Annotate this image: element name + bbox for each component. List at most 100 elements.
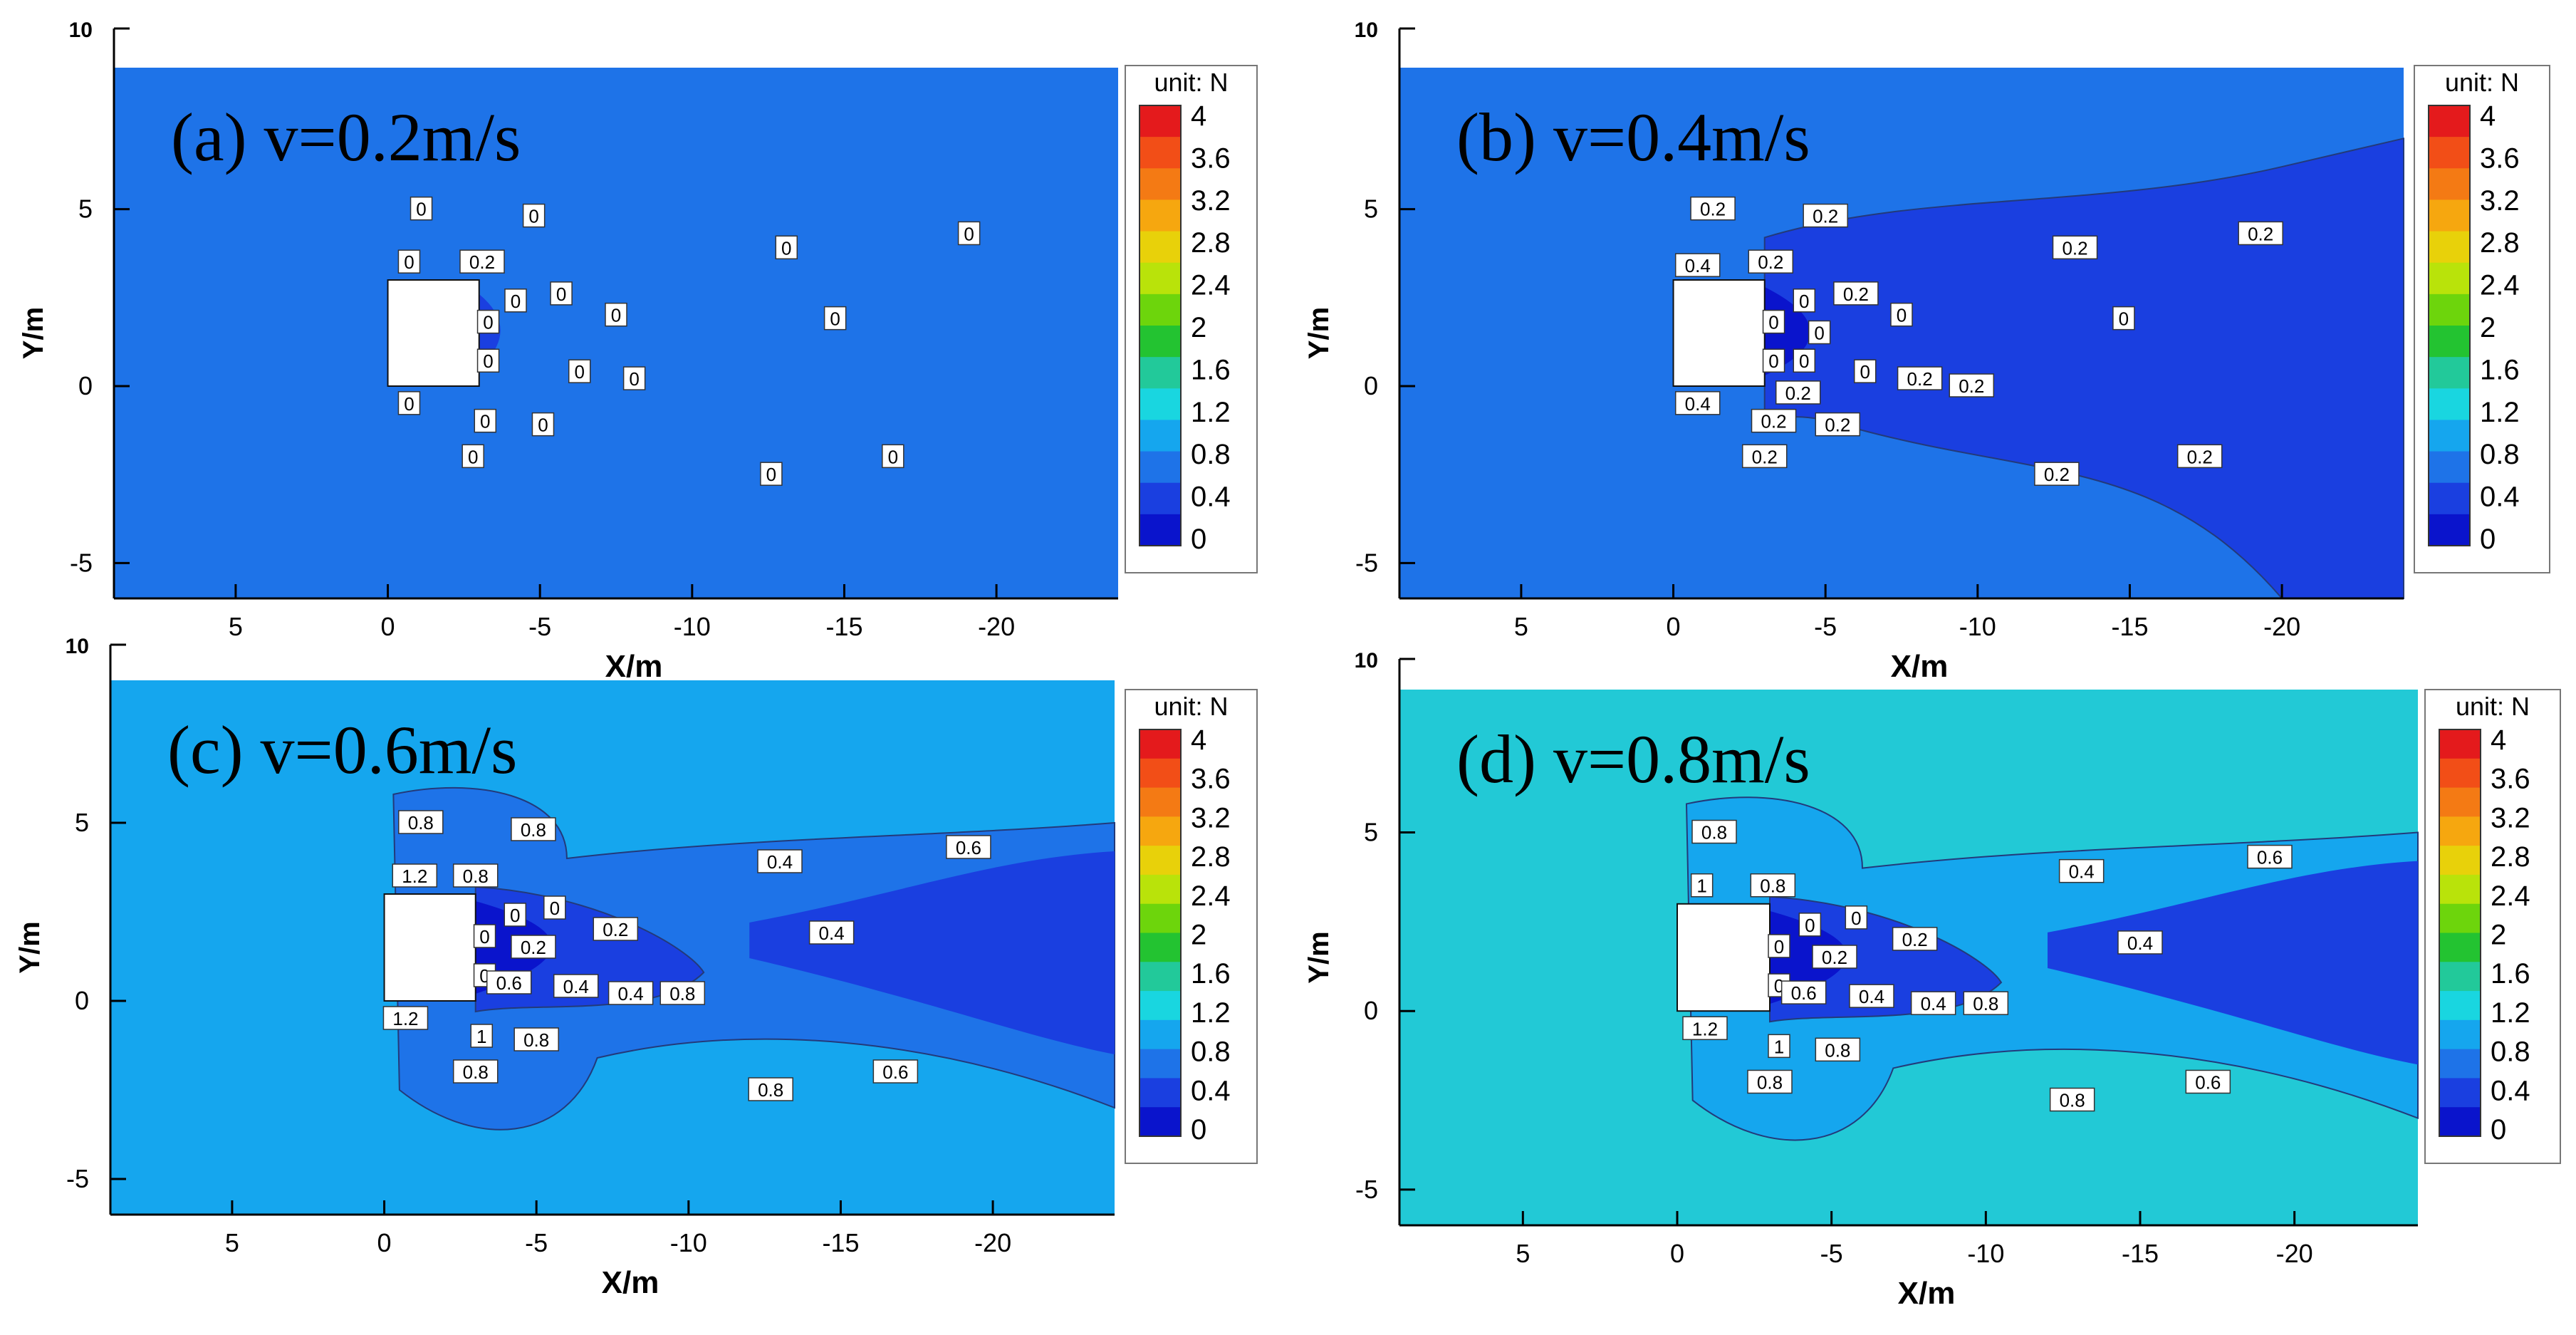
colorbar-tick-label: 4 <box>2491 724 2506 756</box>
colorbar-tick-label: 0 <box>1191 1114 1206 1146</box>
colorbar-swatch <box>1140 962 1181 992</box>
contour-label: 0 <box>888 446 898 467</box>
colorbar-swatch <box>2439 1107 2481 1137</box>
colorbar: unit: N 4 3.6 3.2 2.8 2.4 2 1.6 1.2 0.8 0.4 0 <box>1125 65 1258 573</box>
colorbar: unit: N 4 3.6 3.2 2.8 2.4 2 1.6 1.2 0.8 0.4 0 <box>2424 689 2561 1164</box>
colorbar-tick-label: 2.4 <box>1191 270 1231 301</box>
colorbar-outline <box>2439 729 2481 1137</box>
contour-label-box <box>459 249 505 274</box>
contour-label: 0 <box>556 284 566 305</box>
contour-label: 1.2 <box>392 1008 418 1029</box>
colorbar-swatch <box>1140 231 1181 264</box>
contour-label-box <box>2117 930 2163 955</box>
x-axis-label: X/m <box>605 649 663 684</box>
y-tick-label: -5 <box>70 548 93 577</box>
panel-d: 0.80.40.61 0.80 00.2 0.400.20 0.6 0.4 0.4 0.81.… <box>1303 649 2561 1311</box>
contour-label: 0.4 <box>618 983 644 1004</box>
colorbar-tick-label: 3.2 <box>2491 802 2530 833</box>
colorbar-swatch <box>1140 758 1181 789</box>
colorbar-tick-label: 2.4 <box>1191 881 1231 912</box>
y-tick-label: -5 <box>66 1164 89 1193</box>
contour-label-box <box>1682 1016 1728 1041</box>
contour-label-box <box>2238 221 2283 246</box>
contour-label: 0 <box>538 415 548 436</box>
x-axis-label: X/m <box>1891 649 1949 684</box>
wake-core <box>1769 895 2003 1023</box>
contour-label-box <box>2049 1087 2095 1112</box>
colorbar-swatch <box>2429 168 2470 200</box>
colorbar-swatch <box>1140 991 1181 1021</box>
contour-label: 0.2 <box>2044 464 2070 485</box>
contour-label: 0.8 <box>463 866 489 887</box>
contour-label: 0.8 <box>408 812 434 833</box>
contour-label-box <box>511 935 556 959</box>
colorbar-tick-label: 2.8 <box>1191 841 1231 873</box>
contour-label: 0.6 <box>1791 982 1817 1004</box>
colorbar-swatch <box>1140 933 1181 962</box>
colorbar-swatch <box>2439 962 2481 992</box>
colorbar-tick-label: 4 <box>1191 100 1206 132</box>
colorbar-swatch <box>1140 816 1181 846</box>
contour-label-box <box>486 970 532 994</box>
contour-label-box <box>1808 320 1831 345</box>
contour-label: 0 <box>781 237 791 259</box>
contour-label: 0.8 <box>758 1079 783 1101</box>
colorbar-unit-label: unit: N <box>2445 68 2519 97</box>
colorbar-swatch <box>1140 294 1181 326</box>
contour-label: 0.4 <box>2127 933 2153 954</box>
colorbar-swatch <box>1140 105 1181 137</box>
contour-label: 0 <box>1799 350 1809 372</box>
colorbar-tick-label: 1.6 <box>2480 354 2520 385</box>
contour-label-box <box>452 863 499 888</box>
colorbar-swatch <box>1140 357 1181 389</box>
colorbar-swatch <box>2439 874 2481 905</box>
x-tick-label: -10 <box>1967 1239 2004 1268</box>
contour-label: 0.2 <box>1758 251 1783 273</box>
colorbar-tick-label: 2.8 <box>1191 227 1231 259</box>
colorbar-tick-label: 3.6 <box>1191 764 1231 795</box>
contour-label: 0 <box>468 446 478 467</box>
contour-label-box <box>1747 1069 1793 1094</box>
contour-label-box <box>748 1077 793 1101</box>
colorbar-tick-label: 3.2 <box>1191 802 1231 833</box>
contour-label: 0.8 <box>523 1029 549 1051</box>
panel-title: (c) v=0.6m/s <box>167 712 517 788</box>
y-tick-label: 10 <box>1355 19 1378 42</box>
contour-label: 0 <box>2119 308 2129 330</box>
colorbar-tick-label: 3.2 <box>2480 185 2520 217</box>
x-tick-label: -5 <box>1814 612 1837 641</box>
contour-label: 0 <box>1774 936 1784 957</box>
contour-label-box <box>511 817 556 841</box>
contour-label: 0 <box>766 464 776 485</box>
x-tick-label: 5 <box>225 1228 239 1257</box>
contour-label-box <box>1762 348 1785 373</box>
obstacle <box>383 893 476 1002</box>
y-axis-label: Y/m <box>1303 931 1335 983</box>
panel-title: (a) v=0.2m/s <box>171 99 521 175</box>
colorbar-swatch <box>2439 1049 2481 1079</box>
contour-label-box <box>470 1024 494 1048</box>
colorbar-swatch <box>1140 846 1181 876</box>
colorbar-outline <box>1139 105 1182 546</box>
colorbar-tick-label: 0 <box>2491 1114 2506 1146</box>
colorbar-outline <box>1139 729 1182 1137</box>
contour-label: 0 <box>1799 291 1809 312</box>
contour-label: 0 <box>611 305 621 326</box>
contour-label-box <box>476 309 500 334</box>
contour-label-box <box>1892 927 1938 951</box>
contour-label: 0.6 <box>496 972 522 994</box>
colorbar-swatch <box>2429 357 2470 389</box>
colorbar-swatch <box>1140 326 1181 358</box>
contour-label: 0.8 <box>1757 1071 1783 1093</box>
contour-label-box <box>550 281 573 306</box>
contour-label: 0 <box>479 926 489 947</box>
colorbar-tick-label: 2 <box>1191 920 1206 951</box>
contour-label-box <box>608 981 654 1005</box>
colorbar-swatch <box>2439 933 2481 962</box>
contour-label-box <box>1748 249 1794 274</box>
x-tick-label: -10 <box>674 612 711 641</box>
contour-label-box <box>382 1006 429 1030</box>
y-axis-label: Y/m <box>14 921 46 973</box>
contour-label-box <box>1751 408 1797 433</box>
